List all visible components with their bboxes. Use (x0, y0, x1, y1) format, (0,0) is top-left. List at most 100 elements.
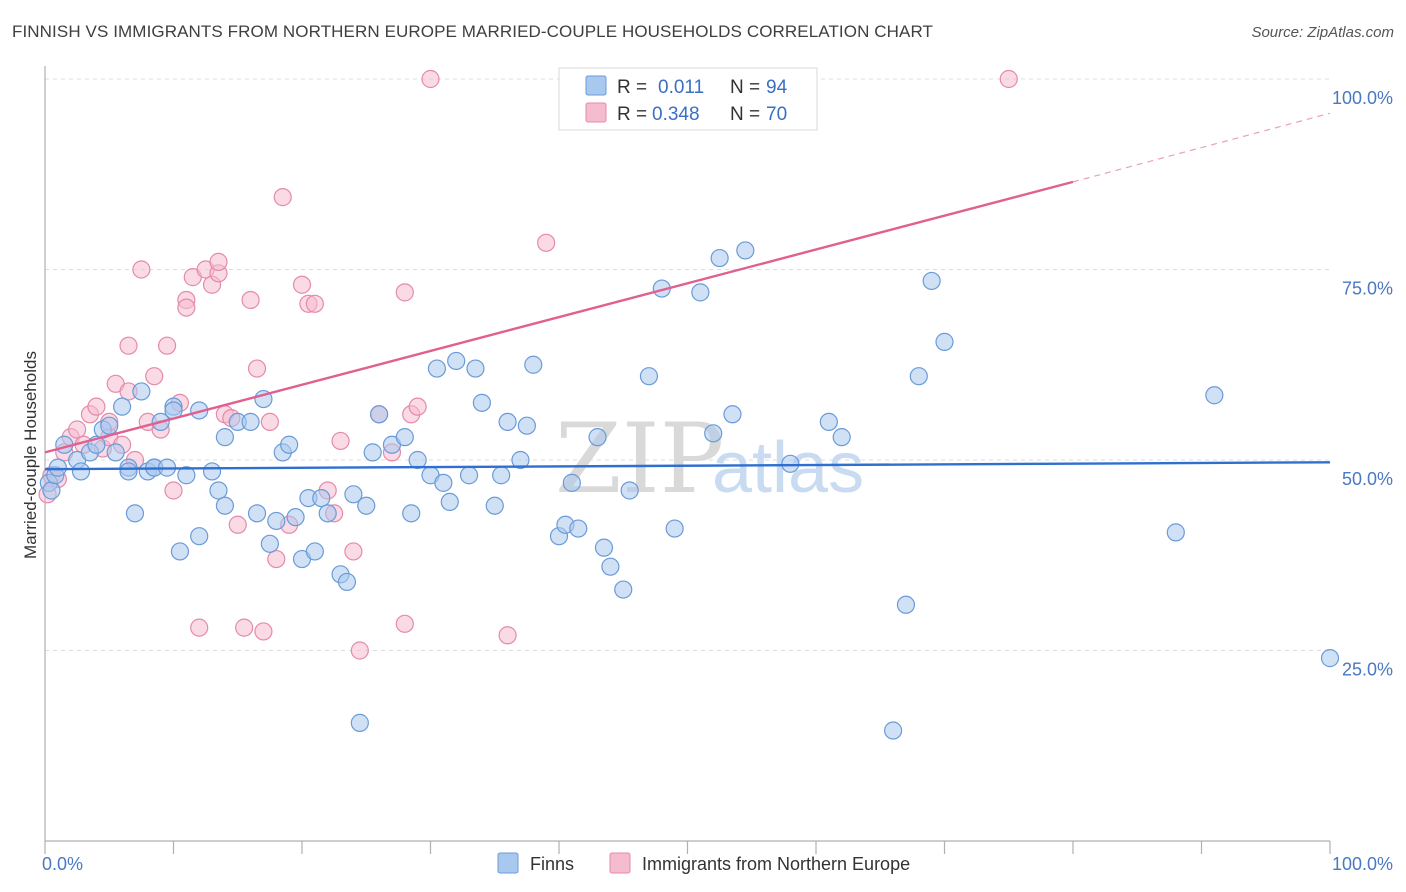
finns-point-24 (170, 542, 190, 561)
finns-point-30 (215, 428, 234, 447)
finns-point-66 (492, 466, 511, 485)
finns-point-78 (614, 580, 633, 599)
y-axis-label: Married-couple Households (21, 351, 40, 559)
finns-point-61 (447, 351, 466, 371)
finns-point-79 (620, 481, 639, 500)
finns-point-94 (922, 271, 941, 291)
finns-point-92 (896, 595, 916, 614)
finns-point-10 (100, 416, 119, 435)
finns-point-58 (427, 359, 447, 378)
finns-point-75 (588, 428, 607, 447)
finns-point-85 (710, 248, 729, 268)
finns-point-16 (132, 382, 151, 401)
finns-point-77 (601, 557, 620, 576)
finns-point-47 (337, 572, 357, 592)
finns-point-76 (594, 538, 614, 557)
legend-n-label-1: N = (730, 77, 760, 98)
finns-point-84 (704, 424, 723, 443)
immigrants-point-49 (344, 542, 363, 561)
finns-point-95 (935, 332, 954, 351)
immigrants-trend-line (44, 180, 1074, 454)
immigrants-point-38 (254, 622, 273, 641)
immigrants-point-56 (408, 397, 427, 416)
finns-point-51 (363, 443, 382, 462)
legend-n-label-2: N = (730, 104, 760, 125)
immigrants-point-59 (537, 233, 556, 252)
finns-point-55 (402, 504, 421, 523)
tick-labels: 25.0% 50.0% 75.0% 100.0% 0.0% 100.0% (42, 88, 1393, 874)
finns-trend-line (44, 461, 1331, 471)
finns-point-64 (472, 393, 491, 412)
immigrants-point-54 (395, 614, 414, 633)
finns-point-54 (395, 428, 414, 447)
finns-point-6 (71, 462, 91, 481)
finns-point-50 (357, 496, 376, 515)
finns-point-31 (215, 496, 234, 515)
legend-r-label-1: R = (617, 77, 647, 98)
finns-point-93 (909, 367, 928, 386)
finns-point-89 (819, 412, 838, 431)
series-legend-label-immigrants: Immigrants from Northern Europe (642, 854, 910, 874)
finns-point-34 (247, 504, 267, 523)
finns-point-73 (562, 473, 581, 492)
legend-r-label-2: R = (617, 104, 647, 125)
watermark-zip: ZIP (555, 403, 724, 515)
finns-point-27 (190, 527, 209, 546)
finns-point-96 (1166, 523, 1185, 542)
immigrants-point-61 (999, 69, 1018, 89)
y-tick-label-1: 50.0% (1342, 469, 1393, 489)
immigrants-point-19 (145, 367, 164, 386)
x-tick-label-1: 100.0% (1332, 854, 1393, 874)
finns-point-91 (883, 721, 903, 740)
finns-point-45 (318, 504, 337, 523)
finns-point-1 (42, 481, 61, 500)
finns-point-44 (312, 489, 331, 508)
immigrants-point-48 (331, 431, 350, 451)
finns-point-62 (459, 466, 479, 485)
immigrants-point-58 (498, 626, 517, 645)
immigrants-point-17 (132, 260, 151, 279)
finns-point-82 (665, 519, 684, 538)
trend-lines (44, 112, 1331, 471)
finns-point-43 (305, 542, 324, 561)
immigrants-point-8 (87, 397, 106, 416)
finns-point-98 (1320, 649, 1340, 668)
immigrants-point-50 (350, 641, 369, 660)
immigrants-point-21 (157, 336, 177, 355)
immigrants-point-35 (235, 618, 254, 637)
series-legend-swatch-immigrants (609, 852, 631, 874)
finns-point-80 (639, 367, 659, 386)
finns-point-87 (736, 241, 755, 260)
series-legend-swatch-finns (497, 852, 519, 874)
legend-r-value-1: 0.011 (658, 77, 704, 98)
finns-point-40 (286, 508, 305, 527)
legend-r-value-2: 0.348 (652, 104, 700, 125)
axes (44, 66, 1331, 854)
finns-point-67 (498, 412, 517, 431)
finns-point-74 (569, 519, 588, 538)
finns-point-69 (517, 416, 536, 435)
immigrants-point-45 (305, 294, 324, 313)
legend-n-value-2: 70 (766, 104, 787, 125)
finns-point-65 (485, 496, 504, 515)
immigrants-point-39 (260, 412, 279, 431)
finns-point-56 (408, 450, 427, 470)
finns-point-14 (119, 462, 138, 481)
finns-point-11 (106, 443, 125, 462)
finns-point-63 (466, 359, 485, 378)
immigrants-point-15 (119, 336, 138, 355)
immigrants-point-57 (421, 69, 440, 89)
finns-point-12 (112, 397, 132, 416)
y-tick-label-2: 75.0% (1342, 279, 1393, 299)
legend-n-value-1: 94 (766, 77, 788, 98)
finns-point-48 (344, 485, 363, 504)
chart-source: Source: ZipAtlas.com (1251, 24, 1394, 41)
immigrants-point-40 (267, 549, 286, 569)
finns-point-39 (280, 435, 299, 454)
legend-swatch-finns (585, 75, 607, 96)
finns-point-88 (781, 454, 800, 473)
immigrants-point-5 (68, 420, 87, 439)
series-legend: Finns Immigrants from Northern Europe (497, 852, 910, 874)
finns-point-36 (260, 534, 279, 553)
